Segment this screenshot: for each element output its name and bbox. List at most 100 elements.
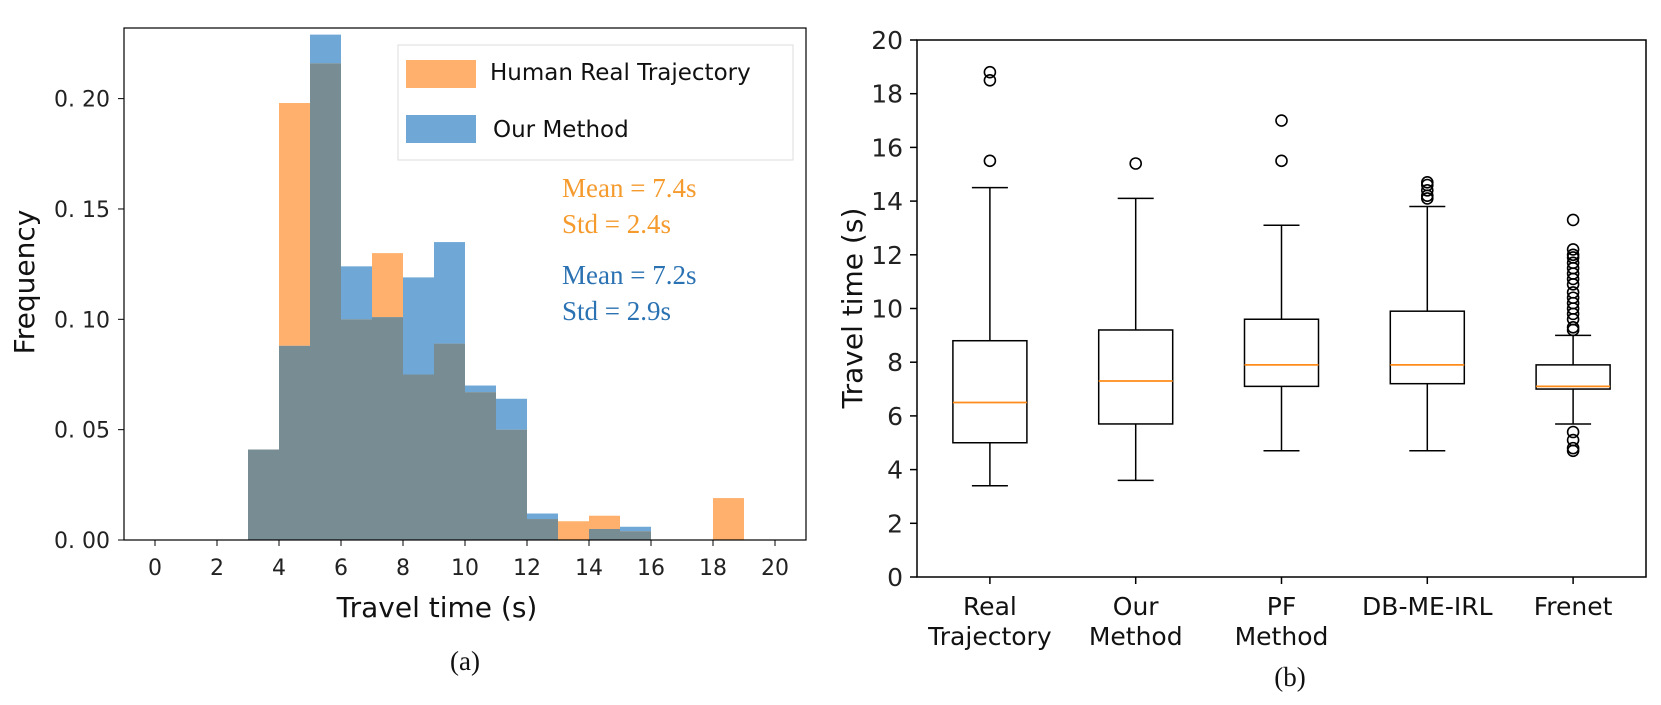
boxplot-category-labels: RealTrajectoryOurMethodPFMethodDB-ME-IRL… bbox=[927, 577, 1613, 651]
bar-overlap bbox=[341, 319, 372, 540]
our-method-std-annotation: Std = 2.9s bbox=[562, 296, 671, 326]
category-label-line2: Method bbox=[1235, 622, 1329, 651]
bar-our-method bbox=[527, 513, 558, 520]
bar-overlap bbox=[527, 519, 558, 540]
outlier-point bbox=[1566, 213, 1580, 227]
outlier-point bbox=[1566, 425, 1580, 439]
outlier-point bbox=[1566, 291, 1580, 305]
bar-overlap bbox=[248, 449, 279, 540]
histogram-y-label: Frequency bbox=[8, 210, 41, 355]
bar-overlap bbox=[403, 374, 434, 540]
y-tick-label: 0 bbox=[887, 563, 903, 592]
bar-human bbox=[713, 498, 744, 540]
outlier-point bbox=[1421, 184, 1434, 197]
legend-label-human: Human Real Trajectory bbox=[490, 60, 751, 86]
histogram-y-ticks: 0. 00 0. 05 0. 10 0. 15 0. 20 bbox=[54, 88, 124, 554]
y-tick-label: 0. 05 bbox=[54, 419, 110, 444]
outlier-point bbox=[1566, 286, 1580, 299]
bar-overlap bbox=[465, 392, 496, 540]
category-label-line1: Real bbox=[963, 592, 1017, 621]
bar-our-method bbox=[496, 398, 527, 430]
bar-overlap bbox=[589, 528, 620, 540]
iqr-box bbox=[1097, 329, 1174, 425]
iqr-box bbox=[952, 339, 1028, 444]
outlier-point bbox=[983, 65, 997, 79]
y-tick-label: 20 bbox=[871, 26, 903, 55]
boxplot-y-label: Travel time (s) bbox=[836, 208, 869, 410]
box-group bbox=[1097, 157, 1174, 482]
box-group bbox=[1389, 176, 1466, 452]
iqr-box bbox=[1243, 318, 1320, 388]
outlier-point bbox=[1566, 323, 1580, 337]
y-tick-label: 6 bbox=[887, 402, 903, 431]
x-tick-label: 2 bbox=[210, 556, 224, 581]
x-tick-label: 6 bbox=[334, 556, 348, 581]
x-tick-label: 16 bbox=[637, 556, 665, 581]
our-method-mean-annotation: Mean = 7.2s bbox=[562, 260, 696, 290]
outlier-point bbox=[983, 154, 997, 168]
outlier-point bbox=[1566, 433, 1580, 447]
box-group bbox=[1243, 114, 1320, 452]
boxplot-boxes bbox=[952, 65, 1611, 487]
bar-human bbox=[372, 253, 403, 318]
bar-our-method bbox=[341, 266, 372, 320]
bar-overlap bbox=[279, 345, 310, 540]
category-label-line2: Method bbox=[1089, 622, 1183, 651]
boxplot-y-ticks: 0 2 4 6 8 10 12 14 16 18 20 bbox=[871, 26, 917, 592]
histogram-x-ticks: 0 2 4 6 8 10 12 14 16 18 20 bbox=[148, 540, 789, 581]
human-mean-annotation: Mean = 7.4s bbox=[562, 173, 696, 203]
caption-b: (b) bbox=[1274, 662, 1305, 692]
bar-our-method bbox=[434, 242, 465, 344]
iqr-box bbox=[1535, 364, 1611, 390]
bar-human bbox=[558, 521, 589, 540]
y-tick-label: 2 bbox=[887, 509, 903, 538]
legend-swatch-human bbox=[406, 60, 476, 88]
outlier-point bbox=[983, 73, 997, 87]
y-tick-label: 0. 00 bbox=[54, 529, 110, 554]
caption-a: (a) bbox=[450, 646, 480, 676]
x-tick-label: 12 bbox=[513, 556, 541, 581]
outlier-point bbox=[1566, 243, 1580, 256]
bar-overlap bbox=[372, 317, 403, 540]
y-tick-label: 0. 20 bbox=[54, 88, 110, 113]
bar-our-method bbox=[310, 34, 341, 64]
histogram-legend: Human Real Trajectory Our Method bbox=[397, 44, 794, 161]
y-tick-label: 4 bbox=[887, 456, 903, 485]
bar-human bbox=[589, 515, 620, 529]
category-label-line1: PF bbox=[1267, 592, 1296, 621]
outlier-point bbox=[1566, 256, 1580, 270]
y-tick-label: 18 bbox=[871, 80, 903, 109]
outlier-point bbox=[1566, 320, 1580, 334]
category-label-line1: Frenet bbox=[1534, 592, 1613, 621]
legend-swatch-our-method bbox=[406, 115, 476, 143]
x-tick-label: 14 bbox=[575, 556, 603, 581]
bar-human bbox=[279, 103, 310, 346]
histogram-bars bbox=[248, 34, 744, 541]
y-tick-label: 0. 15 bbox=[54, 198, 110, 223]
outlier-point bbox=[1275, 114, 1288, 127]
box-group bbox=[952, 65, 1028, 487]
y-tick-label: 16 bbox=[871, 133, 903, 162]
iqr-box bbox=[1389, 310, 1466, 385]
bar-overlap bbox=[620, 531, 651, 540]
x-tick-label: 18 bbox=[699, 556, 727, 581]
human-std-annotation: Std = 2.4s bbox=[562, 209, 671, 239]
bar-overlap bbox=[434, 343, 465, 540]
box-group bbox=[1535, 213, 1611, 458]
category-label-line1: Our bbox=[1113, 592, 1160, 621]
bar-our-method bbox=[620, 526, 651, 532]
y-tick-label: 0. 10 bbox=[54, 308, 110, 333]
category-label-line1: DB-ME-IRL bbox=[1362, 592, 1493, 621]
bar-overlap bbox=[310, 63, 341, 541]
bar-overlap bbox=[496, 429, 527, 540]
x-tick-label: 10 bbox=[451, 556, 479, 581]
x-tick-label: 20 bbox=[761, 556, 789, 581]
outlier-point bbox=[1566, 444, 1580, 458]
histogram-chart: 0 2 4 6 8 10 12 14 16 18 20 0. 000. 050. 100. 150.… bbox=[8, 27, 807, 676]
category-label-line2: Trajectory bbox=[927, 622, 1052, 651]
histogram-stats: Mean = 7.4s Std = 2.4s Mean = 7.2s Std =… bbox=[562, 173, 696, 326]
outlier-point bbox=[1566, 441, 1580, 455]
outlier-point bbox=[1129, 157, 1142, 170]
